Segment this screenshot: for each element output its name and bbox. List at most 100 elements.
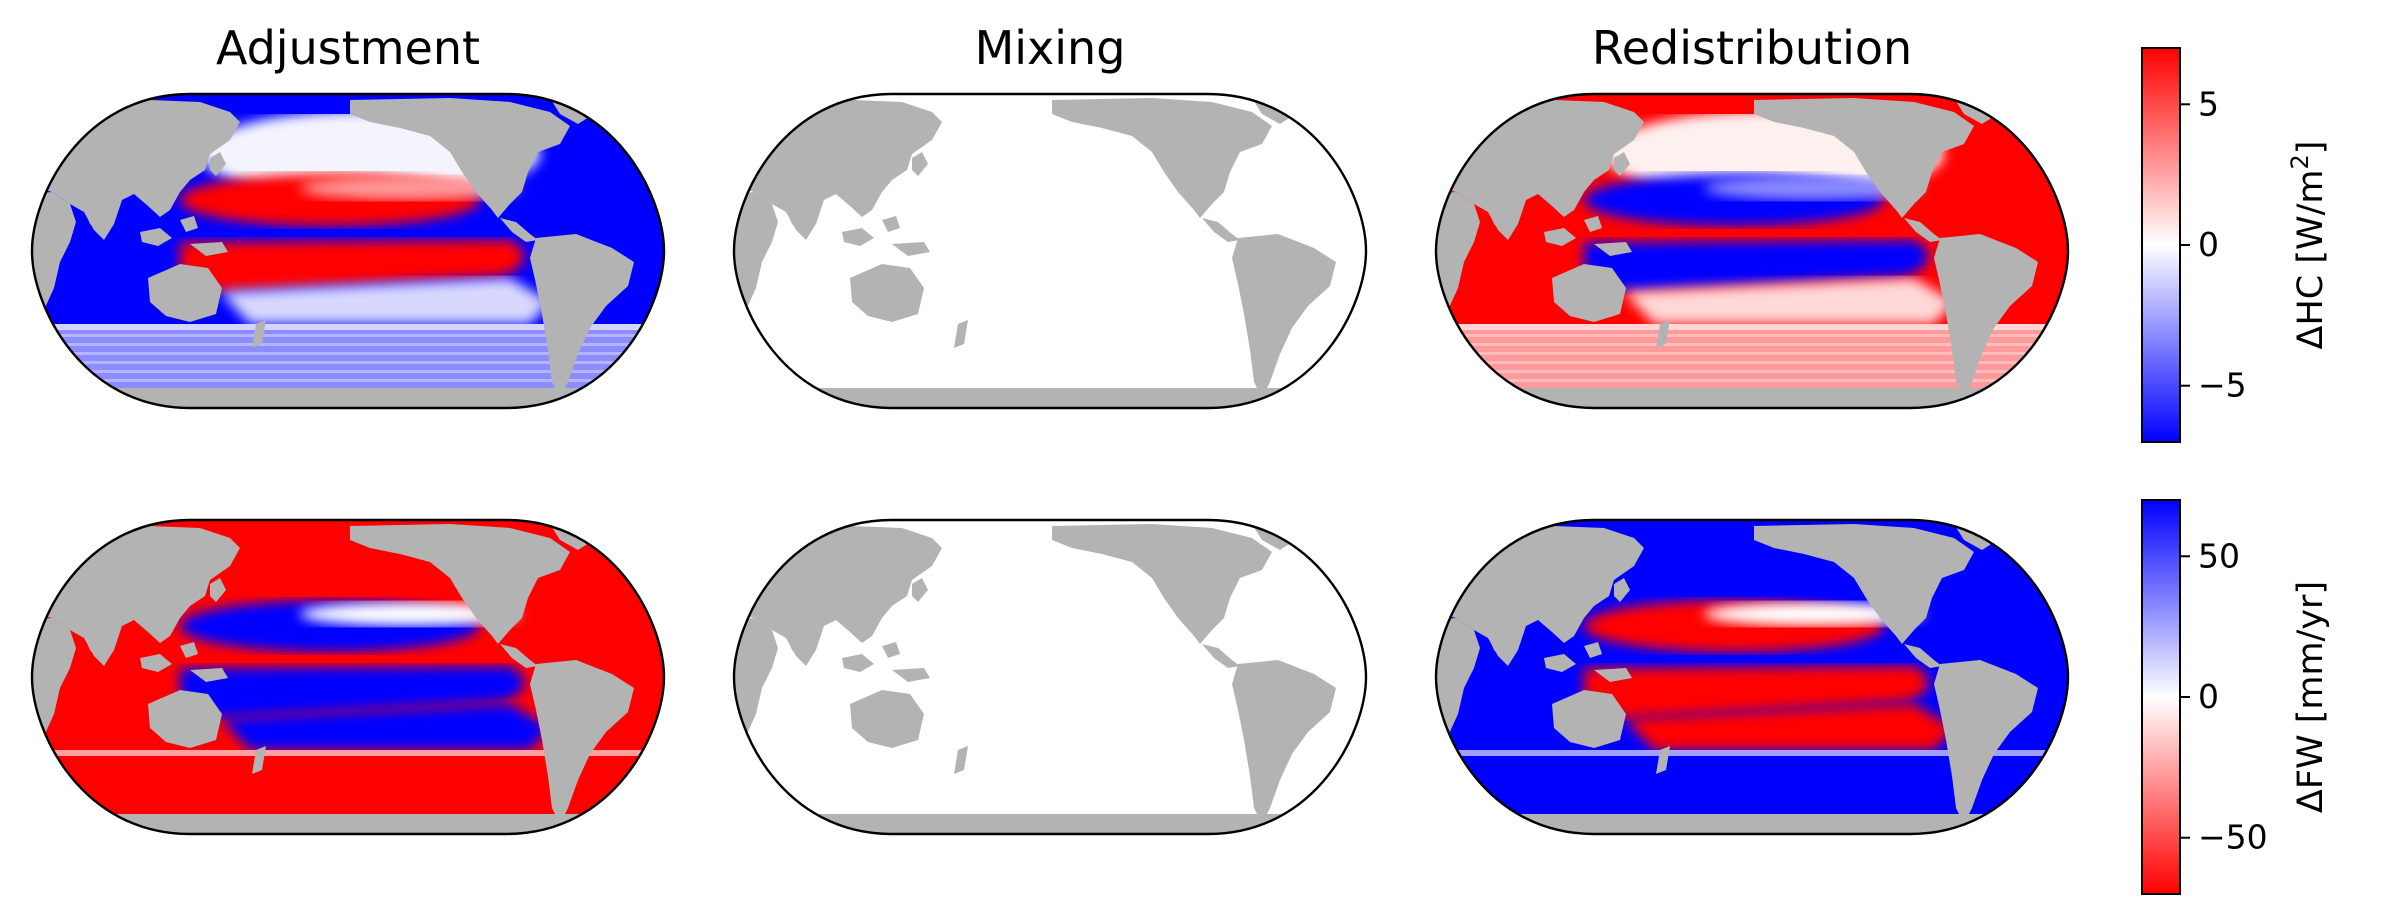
land-shape: [1484, 626, 1508, 660]
land-shape: [1202, 644, 1240, 668]
field-frontal-streak: [32, 750, 664, 756]
land-shape: [1436, 388, 2068, 408]
field-texture-line: [1436, 379, 2068, 382]
land-shape: [1052, 524, 1272, 644]
land-shape: [1232, 234, 1336, 398]
land-shape: [180, 642, 198, 658]
land-shape: [850, 264, 924, 322]
field-atlantic: [560, 558, 664, 750]
land-shape: [734, 618, 778, 750]
land-shape: [1544, 228, 1576, 246]
field-south-pacific: [1624, 278, 1954, 324]
land-shape: [1754, 98, 1974, 218]
land-shape: [1656, 320, 1670, 348]
map-outline: [1434, 92, 2070, 410]
map-panel-hc-redistribution: [1434, 92, 2070, 410]
field-texture-line: [32, 361, 664, 364]
land-shape: [1052, 98, 1272, 218]
colorbar-hc-label: ΔHC [W/m2]: [2286, 141, 2331, 350]
land-shape: [882, 642, 900, 658]
land-shape: [80, 200, 104, 234]
map-clipped: [1436, 520, 2068, 834]
land-shape: [350, 98, 570, 218]
land-shape: [1904, 644, 1942, 668]
field-texture-line: [1436, 352, 2068, 355]
field-kuroshio-edge: [1704, 176, 1924, 200]
land-shape: [1552, 690, 1626, 748]
map-clipped: [734, 520, 1366, 834]
map-clipped: [1436, 94, 2068, 408]
field-texture-line: [32, 370, 664, 373]
field-atlantic: [1964, 558, 2068, 750]
land-shape: [892, 242, 930, 256]
map-panel-fw-mixing: [732, 518, 1368, 836]
field-texture-line: [1436, 343, 2068, 346]
map-clipped: [734, 94, 1366, 408]
field-texture-line: [32, 334, 664, 337]
map-outline: [732, 518, 1368, 836]
land-shape: [140, 228, 172, 246]
land-shape: [850, 690, 924, 748]
land-shape: [734, 814, 1366, 834]
column-title-adjustment: Adjustment: [216, 21, 480, 75]
map-outline: [30, 92, 666, 410]
land-shape: [1754, 524, 1974, 644]
land-shape: [1934, 660, 2038, 824]
colorbar-tick-label: 5: [2198, 84, 2219, 123]
land-shape: [782, 200, 806, 234]
field-texture-line: [32, 352, 664, 355]
field-south-pacific: [220, 704, 550, 750]
map-panel-hc-mixing: [732, 92, 1368, 410]
land-shape: [1436, 192, 1480, 324]
land-shape: [882, 216, 900, 232]
land-shape: [32, 388, 664, 408]
land-shape: [1544, 654, 1576, 672]
field-atlantic: [560, 132, 664, 324]
field-texture-line: [1436, 334, 2068, 337]
land-shape: [1584, 642, 1602, 658]
field-atlantic: [1964, 132, 2068, 324]
field-texture-line: [32, 343, 664, 346]
colorbar-hc: [2141, 47, 2181, 443]
map-outline: [1434, 518, 2070, 836]
land-shape: [210, 578, 226, 602]
land-shape: [500, 218, 538, 242]
land-shape: [1484, 200, 1508, 234]
field-south-pacific: [1624, 704, 1954, 750]
land-shape: [500, 644, 538, 668]
land-shape: [252, 746, 266, 774]
colorbar-tick-label: −50: [2198, 818, 2268, 857]
land-shape: [180, 216, 198, 232]
land-shape: [140, 654, 172, 672]
field-indian-ocean: [1448, 234, 1554, 324]
field-kuroshio-edge: [300, 176, 520, 200]
map-panel-fw-adjustment: [30, 518, 666, 836]
field-kuroshio-edge: [1704, 602, 1924, 626]
column-title-mixing: Mixing: [975, 21, 1126, 75]
land-shape: [1614, 152, 1630, 176]
land-shape: [1594, 668, 1632, 682]
field-tropical-pacific: [180, 666, 524, 718]
field-frontal-streak: [1436, 324, 2068, 330]
field-frontal-streak: [1436, 750, 2068, 756]
map-panel-hc-adjustment: [30, 92, 666, 410]
colorbar-fw-label: ΔFW [mm/yr]: [2291, 581, 2331, 813]
field-kuroshio-edge: [300, 602, 520, 626]
land-shape: [1436, 618, 1480, 750]
colorbar-tick-label: −5: [2198, 366, 2247, 405]
field-south-pacific: [220, 278, 550, 324]
map-land: [1436, 524, 2068, 834]
land-shape: [80, 626, 104, 660]
land-shape: [252, 320, 266, 348]
land-shape: [1202, 218, 1240, 242]
colorbar-tick-label: 0: [2198, 677, 2219, 716]
field-indian-ocean: [44, 660, 150, 750]
colorbar-fw-ticks: 50 0 −50: [2180, 536, 2268, 857]
field-tropical-pacific: [1584, 240, 1928, 292]
land-shape: [350, 524, 570, 644]
land-shape: [912, 578, 928, 602]
colorbar-tick-label: 50: [2198, 536, 2240, 575]
land-shape: [190, 242, 228, 256]
land-shape: [148, 690, 222, 748]
